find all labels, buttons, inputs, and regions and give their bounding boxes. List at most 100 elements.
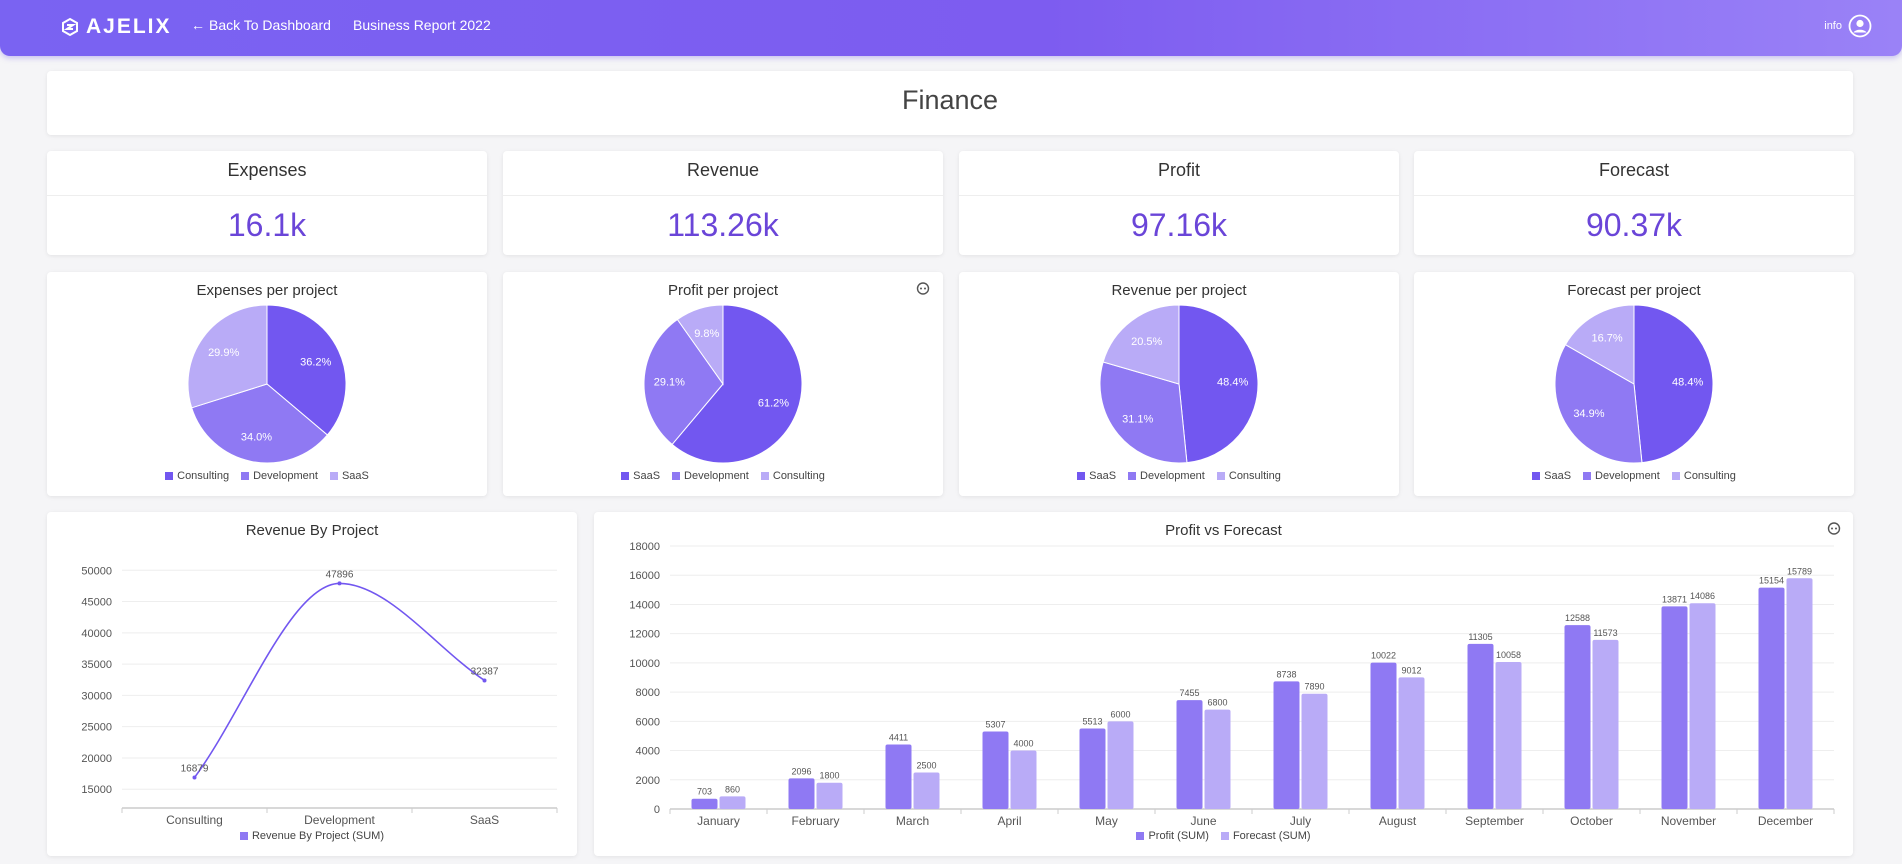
- legend-item[interactable]: Profit (SUM): [1136, 830, 1209, 842]
- bar[interactable]: [885, 744, 912, 809]
- back-to-dashboard-link[interactable]: ← Back To Dashboard: [191, 17, 331, 33]
- x-tick-label: January: [697, 814, 740, 828]
- bar[interactable]: [1592, 639, 1619, 809]
- logo-text: AJELIX: [86, 15, 172, 38]
- legend-item[interactable]: Development: [1128, 470, 1205, 482]
- line-series[interactable]: [193, 582, 485, 778]
- data-label: 1800: [819, 771, 839, 781]
- line-point[interactable]: [337, 581, 342, 586]
- bar[interactable]: [913, 772, 940, 809]
- legend-swatch: [1532, 472, 1541, 480]
- x-tick-label: Development: [304, 813, 375, 827]
- revenue-line-chart[interactable]: 15000 20000 25000 30000 35000 40000 45000 50000…: [47, 512, 577, 856]
- chart-title: Expenses per project: [196, 282, 338, 299]
- legend-item[interactable]: SaaS: [1532, 470, 1571, 482]
- y-tick-label: 15000: [81, 784, 112, 796]
- data-label: 11305: [1468, 632, 1492, 642]
- legend-item[interactable]: SaaS: [1077, 470, 1116, 482]
- bar[interactable]: [1370, 662, 1397, 809]
- data-label: 7455: [1179, 688, 1199, 698]
- legend-item[interactable]: Consulting: [760, 470, 825, 482]
- comment-icon[interactable]: [1827, 522, 1841, 536]
- revenue-per-project-card: Revenue per project 48.4% 31.1% 20.5% SaaS…: [959, 272, 1399, 496]
- bar[interactable]: [1301, 693, 1328, 809]
- legend-item[interactable]: Forecast (SUM): [1220, 830, 1311, 842]
- legend-label: SaaS: [633, 470, 661, 482]
- x-tick-label: March: [896, 814, 929, 828]
- legend-label: SaaS: [1544, 470, 1572, 482]
- legend-item[interactable]: SaaS: [621, 470, 660, 482]
- pie-slice[interactable]: [266, 304, 347, 436]
- pie-slice[interactable]: [671, 304, 803, 464]
- pie-slice-label: 16.7%: [1591, 333, 1622, 345]
- line-point[interactable]: [482, 678, 487, 683]
- legend-item[interactable]: Development: [1583, 470, 1660, 482]
- comment-icon[interactable]: [916, 282, 930, 296]
- expenses-pie-chart[interactable]: 36.2% 34.0% 29.9%: [47, 272, 487, 496]
- bar[interactable]: [788, 778, 815, 809]
- legend-item[interactable]: Consulting: [1216, 470, 1281, 482]
- y-tick-label: 14000: [629, 599, 660, 611]
- legend-item[interactable]: Development: [672, 470, 749, 482]
- bar[interactable]: [1758, 587, 1785, 809]
- bar[interactable]: [1079, 728, 1106, 809]
- bar[interactable]: [1495, 662, 1522, 809]
- bar[interactable]: [1689, 603, 1716, 809]
- bar[interactable]: [719, 796, 746, 809]
- bar[interactable]: [1204, 709, 1231, 809]
- pie-slice[interactable]: [1633, 304, 1714, 464]
- y-tick-label: 20000: [81, 753, 112, 765]
- legend-swatch: [1216, 472, 1225, 480]
- y-tick-label: 16000: [629, 570, 660, 582]
- x-tick-label: June: [1190, 814, 1216, 828]
- chart-title: Profit per project: [667, 282, 779, 299]
- y-tick-label: 8000: [636, 687, 660, 699]
- pie-slice[interactable]: [191, 383, 329, 464]
- kpi-card-revenue: Revenue 113.26k: [503, 151, 943, 255]
- pie-slice-label: 29.9%: [208, 347, 239, 359]
- pie-slice[interactable]: [187, 304, 268, 409]
- legend-item[interactable]: Consulting: [1671, 470, 1736, 482]
- legend-item[interactable]: SaaS: [329, 470, 369, 482]
- bar[interactable]: [1107, 721, 1134, 809]
- page-title: Finance: [901, 85, 999, 115]
- pie-slice[interactable]: [1554, 343, 1643, 464]
- profit-pie-chart[interactable]: 61.2% 29.1% 9.8%: [503, 272, 943, 496]
- legend-swatch: [329, 472, 338, 480]
- bar[interactable]: [1176, 700, 1203, 809]
- bar[interactable]: [1564, 625, 1591, 809]
- bar[interactable]: [1010, 750, 1037, 809]
- pie-slice[interactable]: [1564, 304, 1635, 385]
- forecast-pie-chart[interactable]: 48.4% 34.9% 16.7%: [1414, 272, 1854, 496]
- x-tick-label: February: [791, 814, 839, 828]
- revenue-pie-chart[interactable]: 48.4% 31.1% 20.5%: [959, 272, 1399, 496]
- bar[interactable]: [1273, 681, 1300, 809]
- pie-slice[interactable]: [1178, 304, 1259, 464]
- line-point[interactable]: [192, 775, 197, 780]
- bar[interactable]: [816, 782, 843, 809]
- pie-slice-label: 29.1%: [654, 377, 685, 389]
- x-tick-label: December: [1758, 814, 1813, 828]
- pie-slice[interactable]: [1099, 361, 1188, 464]
- pie-slice[interactable]: [1102, 304, 1180, 385]
- bar[interactable]: [982, 731, 1009, 809]
- data-label: 10022: [1371, 651, 1396, 661]
- profit-vs-forecast-bar-chart[interactable]: 0 2000 4000 6000 8000 10000 12000 14000 16000 180…: [594, 512, 1853, 856]
- pie-slice[interactable]: [643, 318, 724, 446]
- bar[interactable]: [1786, 578, 1813, 809]
- bar[interactable]: [691, 798, 718, 809]
- kpi-label: Profit: [1157, 160, 1200, 180]
- legend-item[interactable]: Consulting: [165, 470, 229, 482]
- pie-slice[interactable]: [676, 304, 724, 386]
- legend-item[interactable]: Revenue By Project (SUM): [239, 830, 384, 842]
- y-tick-label: 10000: [629, 658, 660, 670]
- bar[interactable]: [1467, 643, 1494, 809]
- revenue-by-project-card: Revenue By Project 15000 20000 25000 30000 3…: [47, 512, 577, 856]
- top-navigation-bar: AJELIX ← Back To Dashboard Business Repo…: [0, 0, 1902, 56]
- user-menu[interactable]: info: [1824, 14, 1872, 38]
- bar[interactable]: [1398, 677, 1425, 809]
- ajelix-logo[interactable]: AJELIX: [60, 14, 172, 40]
- legend-item[interactable]: Development: [241, 470, 318, 482]
- legend-label: Consulting: [177, 470, 230, 482]
- bar[interactable]: [1661, 606, 1688, 809]
